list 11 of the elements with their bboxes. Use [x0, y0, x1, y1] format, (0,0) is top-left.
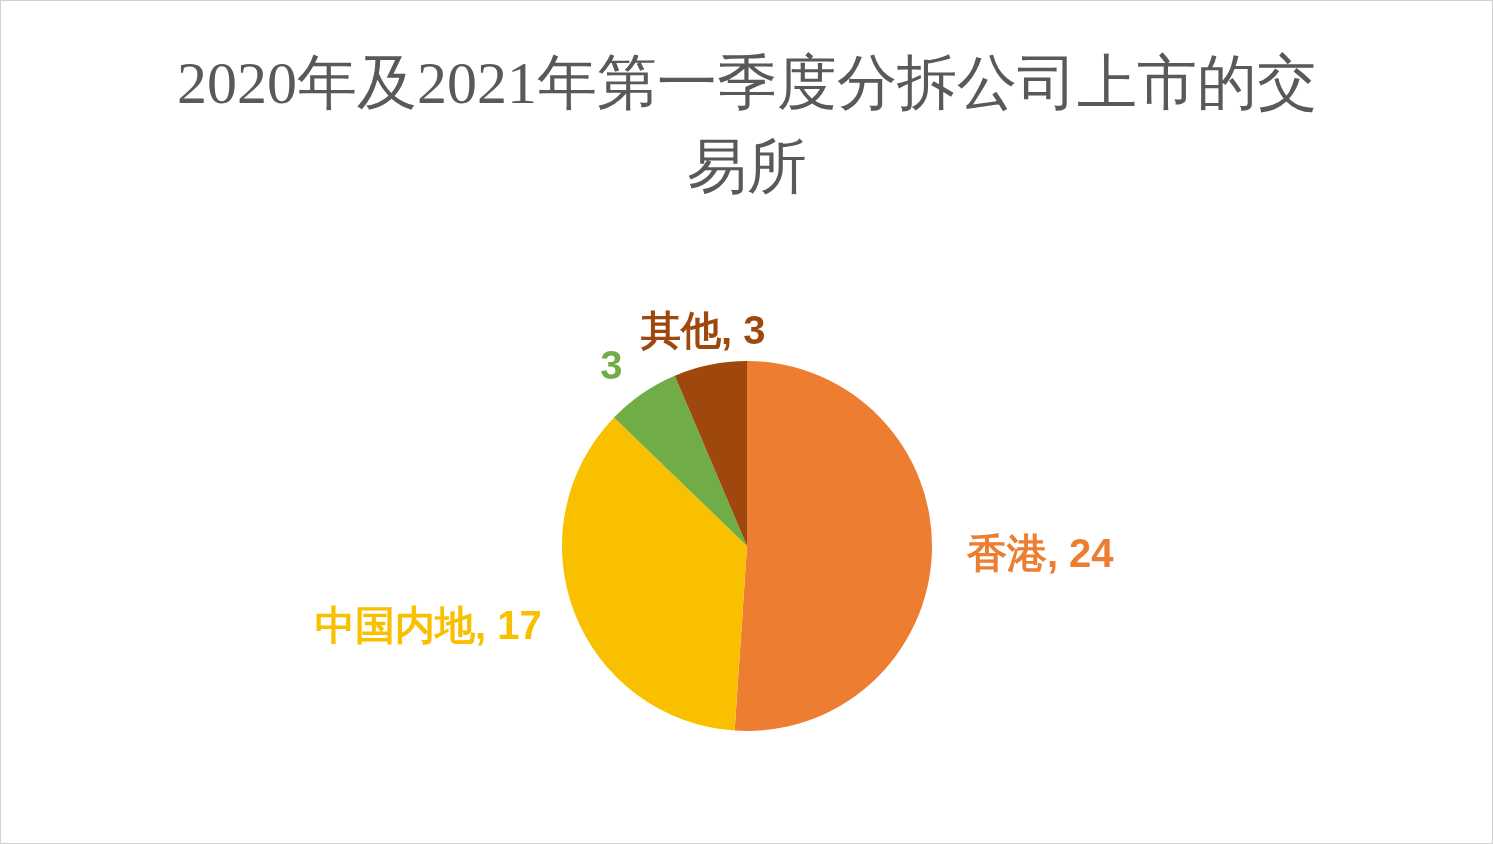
- data-label: , 17: [474, 603, 542, 648]
- data-label: , 3: [720, 308, 766, 353]
- pie-slice: [562, 417, 747, 731]
- pie-slice: [674, 361, 747, 546]
- data-label: , 24: [1046, 531, 1115, 576]
- pie-slice: [734, 361, 932, 731]
- data-label: 3: [600, 342, 623, 387]
- chart-title: 2020年及2021年第一季度分拆公司上市的交易所: [176, 49, 1318, 202]
- slice-label: 中国内地: [314, 603, 476, 648]
- slice-label: 香港: [965, 531, 1047, 576]
- slice-label: 其他: [639, 308, 722, 353]
